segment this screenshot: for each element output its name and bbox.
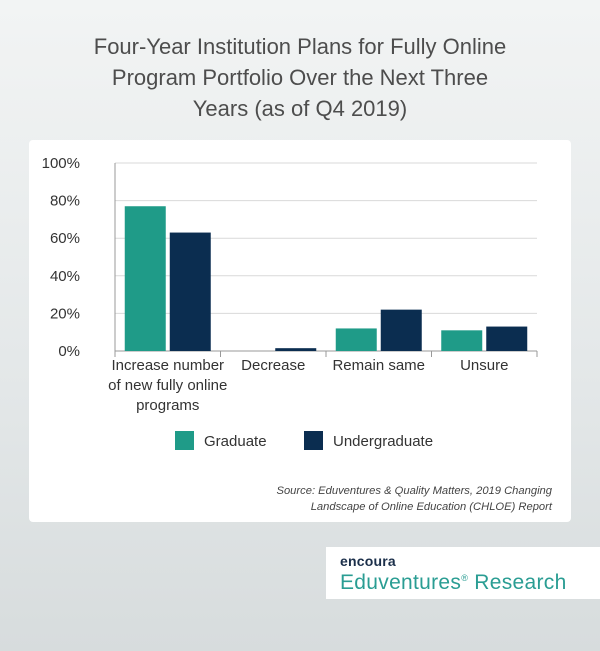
chart-title-line-1: Four-Year Institution Plans for Fully On… (93, 34, 507, 59)
legend-label-graduate: Graduate (204, 433, 267, 450)
bar-undergraduate-0 (169, 232, 211, 351)
y-tick-label: 80% (50, 193, 80, 210)
bar-chart: 0% 20% 40% 60% 80% 100% Increase number of new … (42, 155, 538, 450)
source-line-1: Source: Eduventures & Quality Matters, 2… (276, 485, 553, 497)
x-category-label: of new fully online (108, 377, 227, 394)
chart-title: Four-Year Institution Plans for Fully On… (40, 31, 560, 124)
x-category-label: Increase number (111, 357, 224, 374)
x-category-label: Unsure (460, 357, 508, 374)
y-tick-label: 60% (50, 230, 80, 247)
legend-label-undergraduate: Undergraduate (333, 433, 433, 450)
y-tick-label: 40% (50, 268, 80, 285)
x-category-label: Decrease (241, 357, 305, 374)
eduventures-research-logo: Eduventures® Research (340, 571, 567, 594)
chart-card: 0% 20% 40% 60% 80% 100% Increase number of new … (29, 140, 571, 522)
brand-logo: encoura Eduventures® Research (326, 547, 600, 599)
chart-title-line-2: Program Portfolio Over the Next Three (111, 65, 489, 90)
y-tick-label: 20% (50, 305, 80, 322)
source-note: Source: Eduventures & Quality Matters, 2… (152, 483, 553, 515)
y-tick-label: 100% (42, 155, 80, 172)
bar-graduate-0 (124, 206, 166, 351)
y-tick-label: 0% (58, 343, 80, 360)
bar-undergraduate-1 (275, 348, 317, 351)
chart-title-line-3: Years (as of Q4 2019) (192, 96, 408, 121)
encoura-logo: encoura (340, 553, 396, 569)
x-category-label: Remain same (332, 357, 425, 374)
x-category-label: programs (136, 397, 199, 414)
bar-graduate-2 (335, 328, 377, 351)
legend-swatch-undergraduate (304, 431, 323, 450)
source-line-2: Landscape of Online Education (CHLOE) Re… (310, 501, 552, 513)
bar-graduate-3 (441, 330, 483, 351)
bar-undergraduate-2 (380, 309, 422, 351)
bar-undergraduate-3 (486, 326, 528, 351)
legend-swatch-graduate (175, 431, 194, 450)
